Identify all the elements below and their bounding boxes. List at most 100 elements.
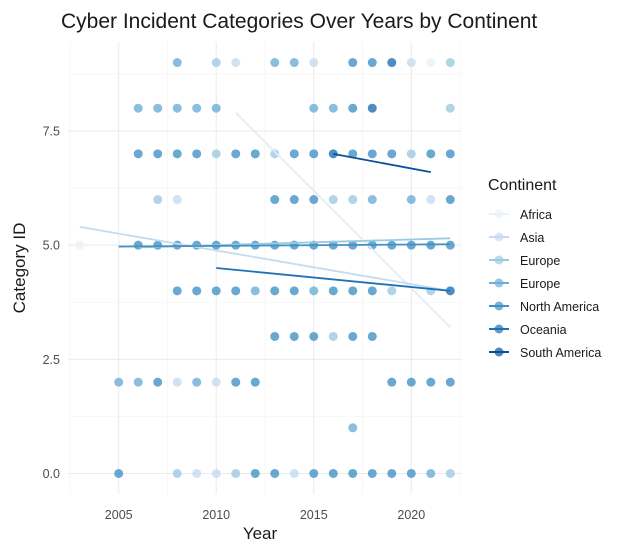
data-point bbox=[309, 58, 319, 68]
trend-line bbox=[235, 112, 451, 328]
data-point bbox=[445, 58, 455, 68]
data-point bbox=[289, 149, 299, 159]
data-point bbox=[289, 286, 299, 296]
legend-label: Europe bbox=[520, 277, 560, 291]
data-point bbox=[348, 58, 358, 68]
data-point bbox=[231, 58, 241, 68]
data-point bbox=[406, 468, 416, 478]
data-point bbox=[250, 286, 260, 296]
data-point bbox=[250, 149, 260, 159]
y-tick-label: 7.5 bbox=[43, 125, 60, 139]
data-point bbox=[309, 195, 319, 205]
data-point bbox=[231, 286, 241, 296]
data-point bbox=[270, 58, 280, 68]
data-point bbox=[406, 195, 416, 205]
data-point bbox=[387, 149, 397, 159]
data-point bbox=[367, 286, 377, 296]
legend-label: South America bbox=[520, 346, 601, 360]
data-point bbox=[309, 468, 319, 478]
data-point bbox=[172, 468, 182, 478]
legend-item-europe-2: Europe bbox=[489, 277, 560, 291]
data-point bbox=[153, 195, 163, 205]
data-point bbox=[114, 377, 124, 387]
legend-label: North America bbox=[520, 300, 599, 314]
legend-key-dot bbox=[494, 232, 504, 242]
data-point bbox=[270, 195, 280, 205]
data-point bbox=[328, 103, 338, 113]
x-tick-label: 2010 bbox=[202, 508, 230, 522]
chart-title: Cyber Incident Categories Over Years by … bbox=[61, 10, 537, 33]
x-tick-label: 2020 bbox=[397, 508, 425, 522]
y-axis-title: Category ID bbox=[10, 223, 29, 314]
data-point bbox=[387, 468, 397, 478]
data-point bbox=[211, 286, 221, 296]
legend-title: Continent bbox=[488, 177, 557, 194]
legend-key-dot bbox=[494, 255, 504, 265]
data-point bbox=[445, 377, 455, 387]
data-point bbox=[445, 468, 455, 478]
legend: Continent Africa Asia Europe Europe Nort… bbox=[488, 177, 601, 360]
trend-line bbox=[79, 226, 451, 292]
legend-key-dot bbox=[494, 209, 504, 219]
y-tick-label: 5.0 bbox=[43, 239, 60, 253]
data-point bbox=[328, 468, 338, 478]
data-point bbox=[406, 149, 416, 159]
data-point bbox=[309, 286, 319, 296]
data-point bbox=[445, 103, 455, 113]
data-point bbox=[289, 58, 299, 68]
data-point bbox=[153, 377, 163, 387]
data-point bbox=[211, 149, 221, 159]
data-point bbox=[289, 331, 299, 341]
data-point bbox=[153, 103, 163, 113]
data-point bbox=[211, 103, 221, 113]
y-axis-ticks: 0.0 2.5 5.0 7.5 bbox=[43, 125, 60, 481]
data-point bbox=[328, 286, 338, 296]
data-point bbox=[250, 468, 260, 478]
y-tick-label: 0.0 bbox=[43, 467, 60, 481]
data-point bbox=[231, 149, 241, 159]
data-point bbox=[211, 377, 221, 387]
legend-label: Africa bbox=[520, 208, 552, 222]
data-point bbox=[387, 58, 397, 68]
trend-line bbox=[118, 243, 451, 248]
data-point bbox=[192, 468, 202, 478]
data-point bbox=[367, 195, 377, 205]
data-point bbox=[270, 286, 280, 296]
data-point bbox=[367, 58, 377, 68]
legend-item-asia: Asia bbox=[489, 231, 544, 245]
data-point bbox=[192, 149, 202, 159]
legend-item-oceania: Oceania bbox=[489, 323, 567, 337]
data-point bbox=[426, 58, 436, 68]
data-point bbox=[133, 377, 143, 387]
data-point bbox=[172, 286, 182, 296]
data-point bbox=[367, 331, 377, 341]
legend-key-dot bbox=[494, 324, 504, 334]
data-point bbox=[289, 195, 299, 205]
data-point bbox=[172, 103, 182, 113]
data-point bbox=[367, 468, 377, 478]
legend-key-dot bbox=[494, 278, 504, 288]
data-point bbox=[406, 377, 416, 387]
data-point bbox=[309, 103, 319, 113]
data-point bbox=[387, 286, 397, 296]
data-point bbox=[231, 468, 241, 478]
data-point bbox=[211, 468, 221, 478]
legend-label: Oceania bbox=[520, 323, 567, 337]
data-point bbox=[426, 195, 436, 205]
legend-item-europe: Europe bbox=[489, 254, 560, 268]
legend-key-dot bbox=[494, 301, 504, 311]
x-tick-label: 2015 bbox=[300, 508, 328, 522]
data-point bbox=[172, 58, 182, 68]
data-point bbox=[153, 240, 163, 250]
data-point bbox=[309, 149, 319, 159]
data-point bbox=[153, 149, 163, 159]
data-point bbox=[348, 286, 358, 296]
data-point bbox=[367, 103, 377, 113]
data-point bbox=[426, 468, 436, 478]
data-point bbox=[172, 195, 182, 205]
x-tick-label: 2005 bbox=[105, 508, 133, 522]
data-point bbox=[348, 149, 358, 159]
data-point bbox=[445, 240, 455, 250]
data-point bbox=[172, 149, 182, 159]
